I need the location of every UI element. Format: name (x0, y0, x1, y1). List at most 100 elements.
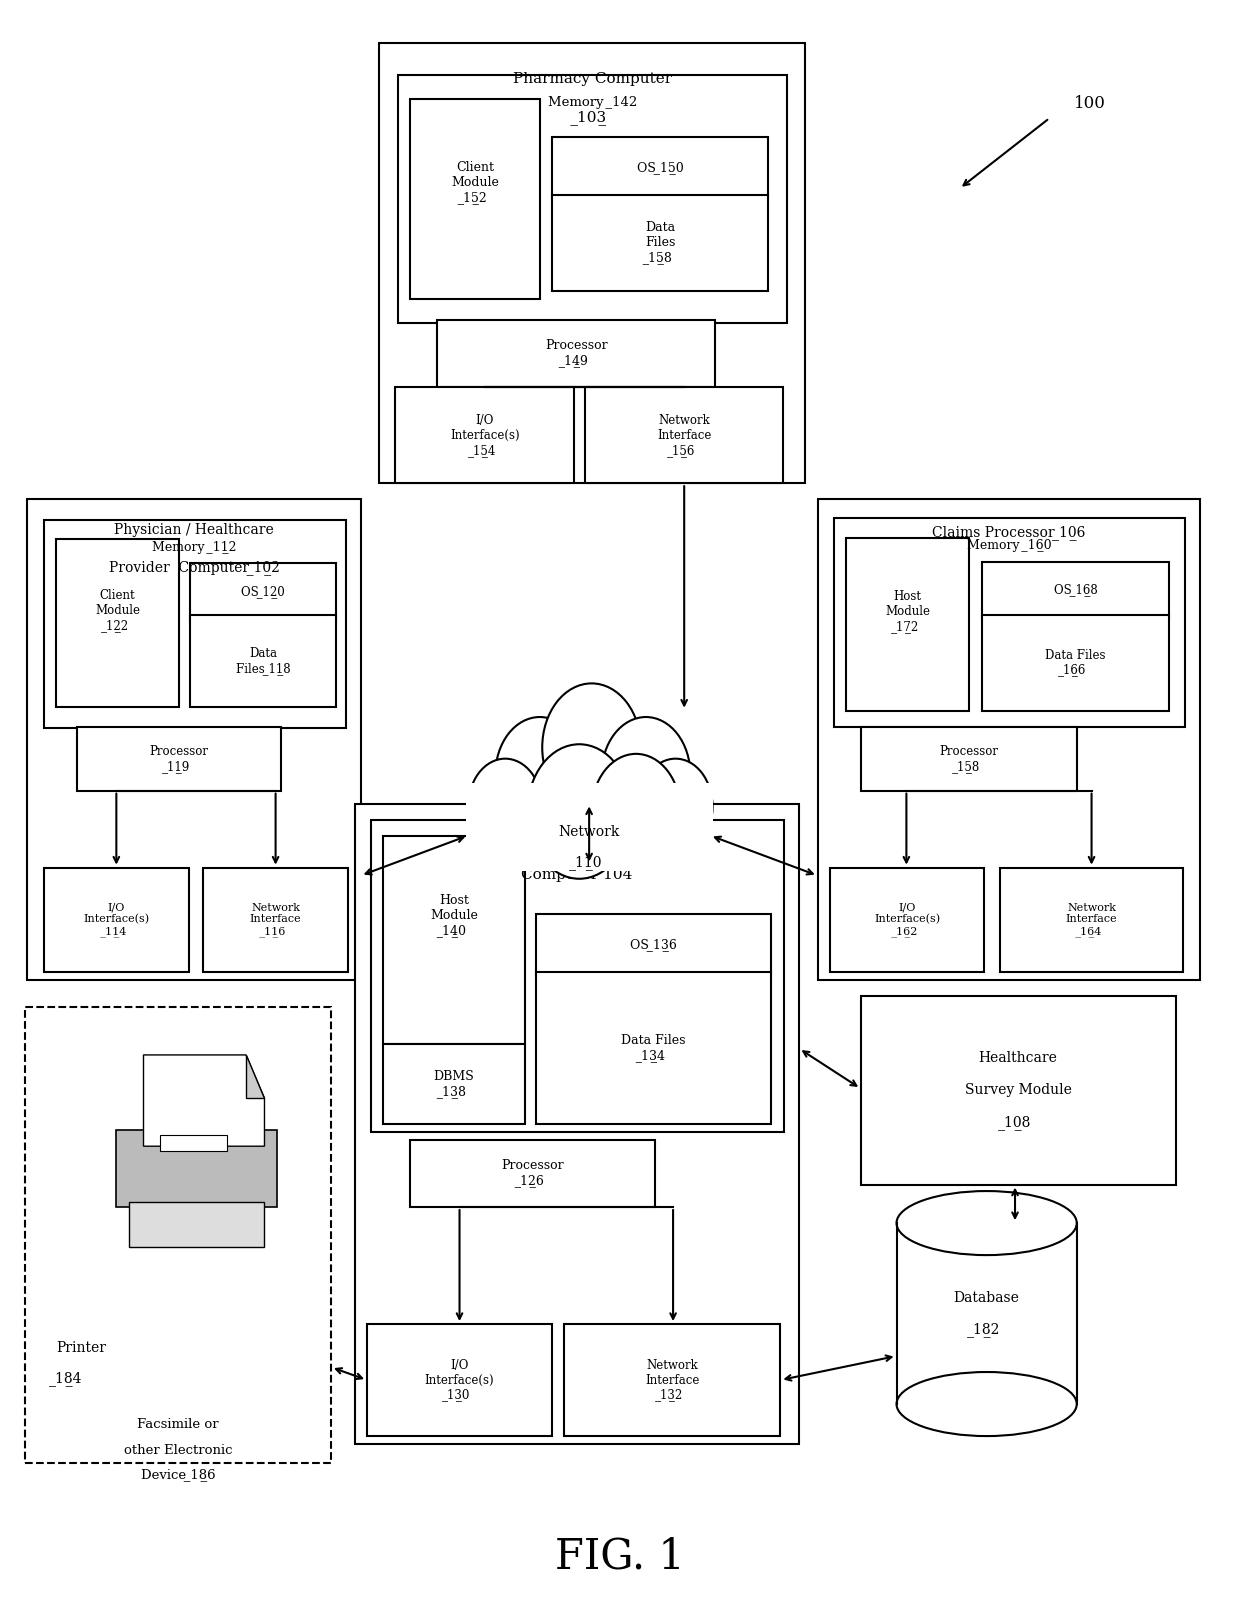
FancyBboxPatch shape (27, 500, 361, 980)
Text: Processor
̲15̲8: Processor ̲15̲8 (939, 744, 998, 773)
Text: I/O
Interface(s)
̲15̲4: I/O Interface(s) ̲15̲4 (450, 413, 520, 456)
Text: Processor
̲12̲6: Processor ̲12̲6 (501, 1159, 564, 1188)
FancyBboxPatch shape (371, 820, 784, 1131)
FancyBboxPatch shape (43, 521, 346, 728)
Text: Printer: Printer (56, 1340, 105, 1355)
Text: Device ̲18̲6: Device ̲18̲6 (141, 1469, 216, 1482)
Text: OS ̲13̲6: OS ̲13̲6 (630, 938, 677, 951)
Text: Memory  ̲16̲0: Memory ̲16̲0 (967, 540, 1052, 553)
FancyBboxPatch shape (861, 726, 1076, 791)
Polygon shape (246, 1054, 264, 1098)
FancyBboxPatch shape (396, 387, 574, 484)
Text: I/O
Interface(s)
̲11̲4: I/O Interface(s) ̲11̲4 (83, 903, 149, 937)
Text: I/O
Interface(s)
̲13̲0: I/O Interface(s) ̲13̲0 (425, 1358, 495, 1401)
Ellipse shape (897, 1372, 1076, 1437)
Circle shape (469, 759, 542, 855)
Text: Host
Module
̲14̲0: Host Module ̲14̲0 (430, 893, 477, 937)
FancyBboxPatch shape (129, 1202, 264, 1247)
Text: Data Files
̲16̲6: Data Files ̲16̲6 (1045, 649, 1106, 677)
Text: Healthcare: Healthcare (978, 1051, 1058, 1065)
FancyBboxPatch shape (564, 1324, 780, 1437)
FancyBboxPatch shape (861, 996, 1176, 1184)
FancyBboxPatch shape (536, 914, 770, 975)
FancyBboxPatch shape (117, 1130, 277, 1207)
Text: Network
Interface
̲16̲4: Network Interface ̲16̲4 (1065, 903, 1117, 937)
FancyBboxPatch shape (552, 137, 768, 198)
Text: Data
Files
̲15̲8: Data Files ̲15̲8 (645, 222, 676, 265)
FancyBboxPatch shape (383, 836, 525, 1043)
FancyBboxPatch shape (191, 614, 336, 707)
FancyBboxPatch shape (536, 972, 770, 1123)
FancyBboxPatch shape (982, 562, 1169, 617)
Polygon shape (144, 1054, 264, 1146)
FancyBboxPatch shape (398, 76, 786, 323)
Text: Network: Network (558, 826, 620, 839)
FancyBboxPatch shape (25, 1008, 331, 1464)
Text: Network
Interface
̲13̲2: Network Interface ̲13̲2 (645, 1358, 699, 1401)
FancyBboxPatch shape (466, 783, 713, 871)
Text: Service Provider: Service Provider (512, 829, 641, 844)
Text: Memory  ̲12̲8: Memory ̲12̲8 (533, 840, 622, 853)
Circle shape (591, 754, 681, 869)
Text: Survey Module: Survey Module (965, 1083, 1071, 1098)
Text: Database: Database (954, 1290, 1019, 1305)
FancyBboxPatch shape (817, 500, 1200, 980)
FancyBboxPatch shape (355, 804, 799, 1445)
Text: Provider  Computer ̲10̲2: Provider Computer ̲10̲2 (109, 561, 279, 575)
Text: Host
Module
̲17̲2: Host Module ̲17̲2 (885, 590, 930, 633)
Text: Processor
̲11̲9: Processor ̲11̲9 (149, 744, 208, 773)
Text: Network
Interface
̲15̲6: Network Interface ̲15̲6 (657, 413, 712, 456)
FancyBboxPatch shape (982, 614, 1169, 710)
Text: Client
Module
̲12̲2: Client Module ̲12̲2 (95, 590, 140, 632)
FancyBboxPatch shape (830, 868, 985, 972)
Text: Physician / Healthcare: Physician / Healthcare (114, 524, 274, 537)
Text: OS ̲16̲8: OS ̲16̲8 (1054, 583, 1097, 596)
Text: ̲11̲0: ̲11̲0 (575, 855, 603, 871)
Text: Memory  ̲11̲2: Memory ̲11̲2 (153, 542, 237, 554)
Text: Data Files
̲13̲4: Data Files ̲13̲4 (621, 1033, 686, 1062)
Text: Facsimile or: Facsimile or (138, 1419, 219, 1432)
Text: ̲̲103̲̲: ̲̲103̲̲ (578, 109, 606, 125)
Text: I/O
Interface(s)
̲16̲2: I/O Interface(s) ̲16̲2 (874, 903, 940, 937)
FancyBboxPatch shape (203, 868, 348, 972)
Text: Processor
̲14̲9: Processor ̲14̲9 (544, 339, 608, 368)
FancyBboxPatch shape (383, 1043, 525, 1123)
Text: OS ̲12̲0: OS ̲12̲0 (242, 585, 285, 599)
FancyBboxPatch shape (585, 387, 782, 484)
FancyBboxPatch shape (43, 868, 190, 972)
Text: FIG. 1: FIG. 1 (556, 1535, 684, 1576)
FancyBboxPatch shape (897, 1223, 1076, 1405)
Text: other Electronic: other Electronic (124, 1445, 232, 1458)
Text: Memory  ̲142: Memory ̲142 (548, 96, 637, 109)
Text: OS ̲15̲0: OS ̲15̲0 (637, 161, 683, 174)
FancyBboxPatch shape (56, 540, 180, 707)
Ellipse shape (897, 1191, 1076, 1255)
Text: ̲18̲2: ̲18̲2 (973, 1323, 999, 1337)
Text: Data
Files ̲11̲8: Data Files ̲11̲8 (236, 648, 290, 675)
FancyBboxPatch shape (77, 726, 280, 791)
Circle shape (542, 683, 641, 812)
Text: ̲18̲4: ̲18̲4 (56, 1371, 82, 1385)
Text: Client
Module
̲15̲2: Client Module ̲15̲2 (451, 161, 498, 204)
FancyBboxPatch shape (367, 1324, 552, 1437)
FancyBboxPatch shape (438, 320, 715, 387)
FancyBboxPatch shape (1001, 868, 1183, 972)
Text: ̲10̲8: ̲10̲8 (1004, 1115, 1032, 1130)
FancyBboxPatch shape (833, 519, 1185, 726)
Circle shape (639, 759, 713, 855)
Text: 100: 100 (1074, 95, 1106, 112)
Circle shape (527, 744, 631, 879)
Text: Computer 104: Computer 104 (521, 868, 632, 882)
Text: Claims Processor ̲10̲6: Claims Processor ̲10̲6 (932, 525, 1085, 540)
FancyBboxPatch shape (410, 100, 539, 299)
FancyBboxPatch shape (846, 538, 970, 710)
FancyBboxPatch shape (379, 43, 805, 484)
Text: DBMS
̲13̲8: DBMS ̲13̲8 (434, 1070, 475, 1098)
FancyBboxPatch shape (191, 564, 336, 620)
Circle shape (601, 717, 691, 832)
Circle shape (495, 717, 584, 832)
FancyBboxPatch shape (410, 1139, 655, 1207)
Text: Network
Interface
̲11̲6: Network Interface ̲11̲6 (249, 903, 301, 937)
FancyBboxPatch shape (552, 194, 768, 291)
FancyBboxPatch shape (160, 1135, 227, 1151)
